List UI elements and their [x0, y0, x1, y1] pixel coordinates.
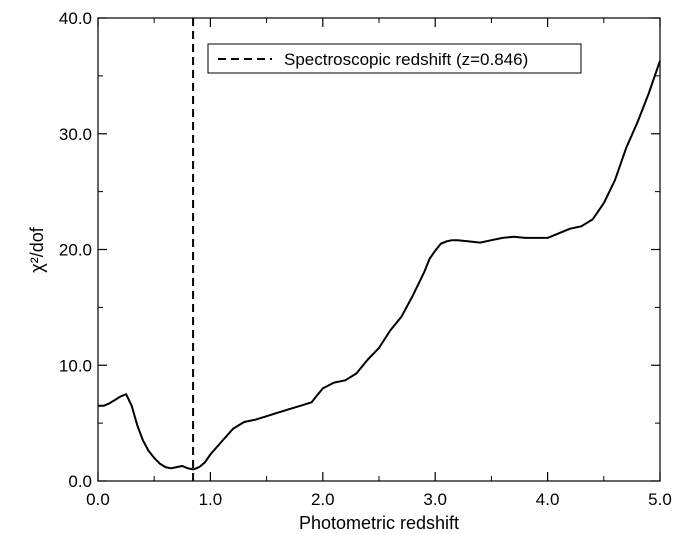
y-tick-label: 20.0 [59, 241, 92, 260]
x-axis-label: Photometric redshift [299, 513, 459, 533]
y-axis-label: χ²/dof [27, 226, 47, 272]
legend: Spectroscopic redshift (z=0.846) [207, 43, 582, 74]
x-tick-label: 5.0 [648, 490, 672, 509]
y-tick-label: 0.0 [68, 472, 92, 491]
x-tick-label: 4.0 [536, 490, 560, 509]
x-tick-label: 0.0 [86, 490, 110, 509]
legend-label: Spectroscopic redshift (z=0.846) [284, 50, 528, 69]
x-tick-label: 1.0 [199, 490, 223, 509]
plot-area [98, 18, 661, 481]
plot-frame [97, 17, 661, 482]
y-tick-label: 10.0 [59, 356, 92, 375]
y-tick-label: 30.0 [59, 125, 92, 144]
axis-ticks: 0.0 1.0 2.0 3.0 4.0 5.0 0.0 10.0 20.0 30.0 40.0 [59, 9, 672, 509]
y-tick-label: 40.0 [59, 9, 92, 28]
x-tick-label: 2.0 [311, 490, 335, 509]
chi2-curve-series-0 [98, 60, 661, 471]
x-tick-label: 3.0 [423, 490, 447, 509]
